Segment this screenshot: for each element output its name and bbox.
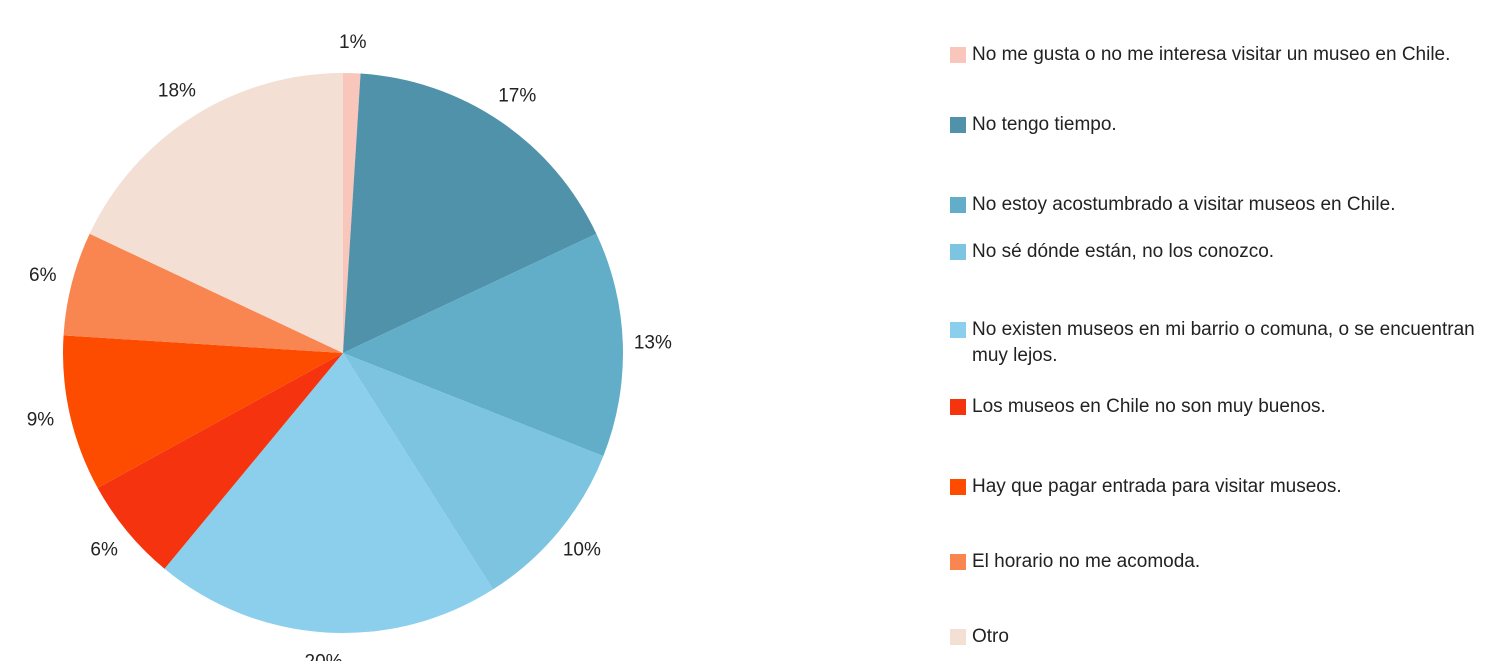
legend-item: No tengo tiempo. [950,112,1480,138]
legend-label: Hay que pagar entrada para visitar museo… [972,476,1342,497]
data-label: 13% [634,332,672,353]
legend-label: Otro [972,626,1009,647]
legend-swatch [950,197,966,213]
legend-swatch [950,629,966,645]
legend-swatch [950,479,966,495]
data-label: 17% [498,86,536,107]
legend-item: Otro [950,624,1480,650]
pie-slice [343,73,361,353]
pie-slice [343,73,597,353]
data-label: 18% [158,80,196,101]
legend-label: El horario no me acomoda. [972,551,1201,572]
data-label: 6% [90,540,118,561]
legend-swatch [950,117,966,133]
data-label: 6% [29,265,57,286]
legend-swatch [950,554,966,570]
pie-area: 1% 17% 13% 10% 20% 6% 9% 6% 18% [27,32,672,661]
legend-swatch [950,244,966,260]
pie-slice [343,353,604,590]
legend-item: No me gusta o no me interesa visitar un … [950,42,1480,68]
legend-swatch [950,47,966,63]
legend-item: No existen museos en mi barrio o comuna,… [950,317,1480,369]
data-label: 9% [27,410,55,431]
legend-swatch [950,399,966,415]
pie-slice [63,335,344,488]
legend-item: No sé dónde están, no los conozco. [950,239,1480,265]
legend-label: No existen museos en mi barrio o comuna,… [972,319,1475,366]
data-label: 10% [563,540,601,561]
pie-slice [63,233,343,353]
legend-item: Hay que pagar entrada para visitar museo… [950,474,1480,500]
legend-label: No me gusta o no me interesa visitar un … [972,44,1451,65]
pie-slice [89,73,343,353]
legend-label: Los museos en Chile no son muy buenos. [972,396,1326,417]
data-label: 20% [305,651,343,661]
legend-swatch [950,322,966,338]
legend-label: No estoy acostumbrado a visitar museos e… [972,194,1396,215]
pie-slice [164,353,494,633]
legend-item: El horario no me acomoda. [950,549,1480,575]
legend-item: Los museos en Chile no son muy buenos. [950,394,1480,420]
legend-label: No sé dónde están, no los conozco. [972,241,1275,262]
pie-slice [97,353,344,569]
legend-label: No tengo tiempo. [972,114,1117,135]
legend-item: No estoy acostumbrado a visitar museos e… [950,192,1480,218]
data-label: 1% [339,32,367,53]
pie-slice [343,233,623,457]
